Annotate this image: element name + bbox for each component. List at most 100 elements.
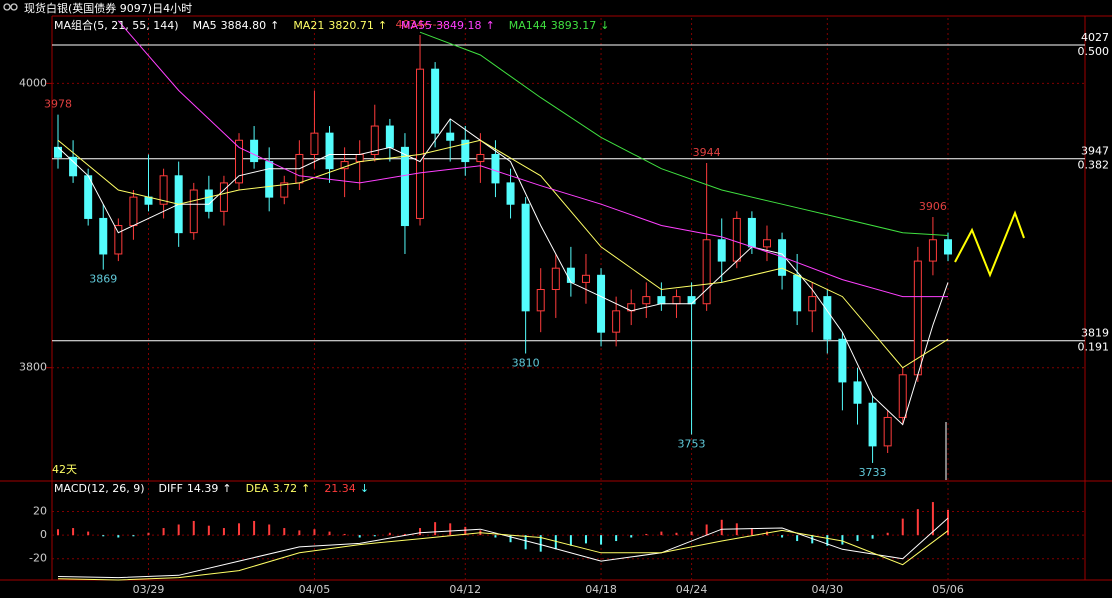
- candle-body: [355, 153, 364, 163]
- legend-value: 3820.71: [328, 19, 374, 32]
- legend-value: 3.72: [272, 482, 298, 495]
- candle-body: [506, 182, 515, 205]
- legend-arrow: ↑: [485, 19, 495, 32]
- legend-name: MA21: [293, 19, 325, 32]
- candle-body: [536, 289, 545, 312]
- candle-body: [325, 132, 334, 170]
- line-series: [57, 517, 949, 579]
- candle-body: [823, 296, 832, 340]
- level-label: 3819: [1081, 327, 1109, 340]
- x-tick-label: 04/12: [449, 583, 481, 596]
- ma-title: MA组合(5, 21, 55, 144): [54, 19, 179, 32]
- legend-arrow: ↑: [377, 19, 388, 32]
- candle-body: [235, 139, 244, 184]
- level-ratio: 0.500: [1078, 45, 1110, 58]
- frame: [0, 15, 1112, 581]
- candle-body: [159, 175, 168, 205]
- legend-name: MA5: [192, 19, 217, 32]
- candle-body: [597, 274, 606, 333]
- line-series: [57, 529, 949, 581]
- candle-body: [944, 239, 952, 255]
- candle-body: [808, 296, 817, 312]
- candle-body: [732, 217, 741, 262]
- candle-body: [84, 175, 93, 219]
- candle-body: [340, 161, 349, 170]
- candle-body: [476, 153, 485, 163]
- candle-body: [114, 225, 123, 255]
- candle-body: [250, 139, 259, 163]
- candle-body: [838, 338, 847, 383]
- candle-body: [612, 310, 621, 333]
- level-label: 4027: [1081, 31, 1109, 44]
- candle-body: [868, 402, 877, 447]
- level-ratio: 0.191: [1078, 341, 1110, 354]
- price-annotation: 3753: [678, 438, 706, 451]
- candle-body: [793, 274, 802, 312]
- candle-body: [551, 267, 560, 291]
- candle-body: [521, 203, 530, 312]
- candle-body: [657, 296, 666, 305]
- logo: [3, 3, 18, 11]
- candle-body: [853, 381, 862, 404]
- candle-body: [99, 217, 108, 255]
- price-annotation: 3810: [512, 356, 540, 369]
- legend-name: DIFF: [158, 482, 183, 495]
- candle-body: [566, 267, 575, 283]
- legend-arrow: ↑: [270, 19, 280, 32]
- y-tick-label: -20: [29, 552, 47, 565]
- line-series: [57, 139, 949, 369]
- legend-arrow: ↓: [600, 19, 610, 32]
- candle-body: [54, 146, 62, 158]
- candle-body: [702, 239, 711, 305]
- candle-body: [717, 239, 726, 262]
- plot-area: 3800 4000 -20 0 20 03/29 04/05 04/12 04/18 04/24 0…: [19, 18, 1109, 596]
- price-annotation: 3944: [693, 146, 721, 159]
- legend-value: 3893.17: [550, 19, 597, 32]
- price-annotation: 4034←---: [395, 18, 444, 31]
- x-tick-label: 04/30: [811, 583, 843, 596]
- drawn-zigzag: [954, 210, 1025, 278]
- macd-title: MACD(12, 26, 9): [54, 482, 145, 495]
- candle-body: [129, 196, 138, 227]
- candle-body: [431, 68, 440, 134]
- ma-legend: MA组合(5, 21, 55, 144) MA5 3884.80 ↑ MA21 3820.…: [54, 17, 624, 33]
- line-series: [117, 20, 948, 298]
- legend-arrow: ↓: [359, 482, 370, 495]
- candle-body: [461, 139, 470, 163]
- candle-body: [642, 296, 651, 305]
- candle-body: [491, 153, 500, 184]
- candle-body: [370, 125, 379, 155]
- legend-arrow: ↑: [301, 482, 311, 495]
- x-tick-label: 04/05: [299, 583, 331, 596]
- macd-legend: MACD(12, 26, 9) DIFF 14.39 ↑ DEA 3.72 ↑ 21.34 ↓: [54, 482, 373, 495]
- legend-value: 3849.18: [436, 19, 482, 32]
- y-tick-label: 3800: [19, 361, 47, 374]
- y-tick-label: 20: [33, 505, 47, 518]
- legend-value: 21.34: [324, 482, 356, 495]
- candle-body: [581, 274, 590, 283]
- legend-name: MA55: [401, 19, 433, 32]
- candle-body: [400, 146, 409, 227]
- candle-body: [204, 189, 213, 212]
- window-title: 现货白银(英国债券 9097)日4小时: [24, 2, 193, 15]
- legend-name: DEA: [245, 482, 269, 495]
- price-annotation: 3733: [859, 466, 887, 479]
- line-series: [57, 118, 949, 426]
- legend-arrow: ↑: [222, 482, 232, 495]
- candle-body: [898, 374, 907, 418]
- candle-body: [265, 161, 274, 198]
- candle-body: [219, 182, 228, 212]
- candle-body: [416, 68, 425, 219]
- candle-body: [310, 132, 319, 155]
- line-series: [419, 31, 949, 236]
- period-label: 42天: [52, 463, 77, 476]
- level-ratio: 0.382: [1078, 159, 1110, 172]
- price-annotation: 3978: [44, 98, 72, 111]
- level-label: 3947: [1081, 145, 1109, 158]
- price-annotation: 3869: [89, 273, 117, 286]
- x-tick-label: 05/06: [932, 583, 964, 596]
- x-tick-label: 04/24: [676, 583, 708, 596]
- candle-body: [883, 416, 892, 447]
- candle-body: [687, 296, 696, 305]
